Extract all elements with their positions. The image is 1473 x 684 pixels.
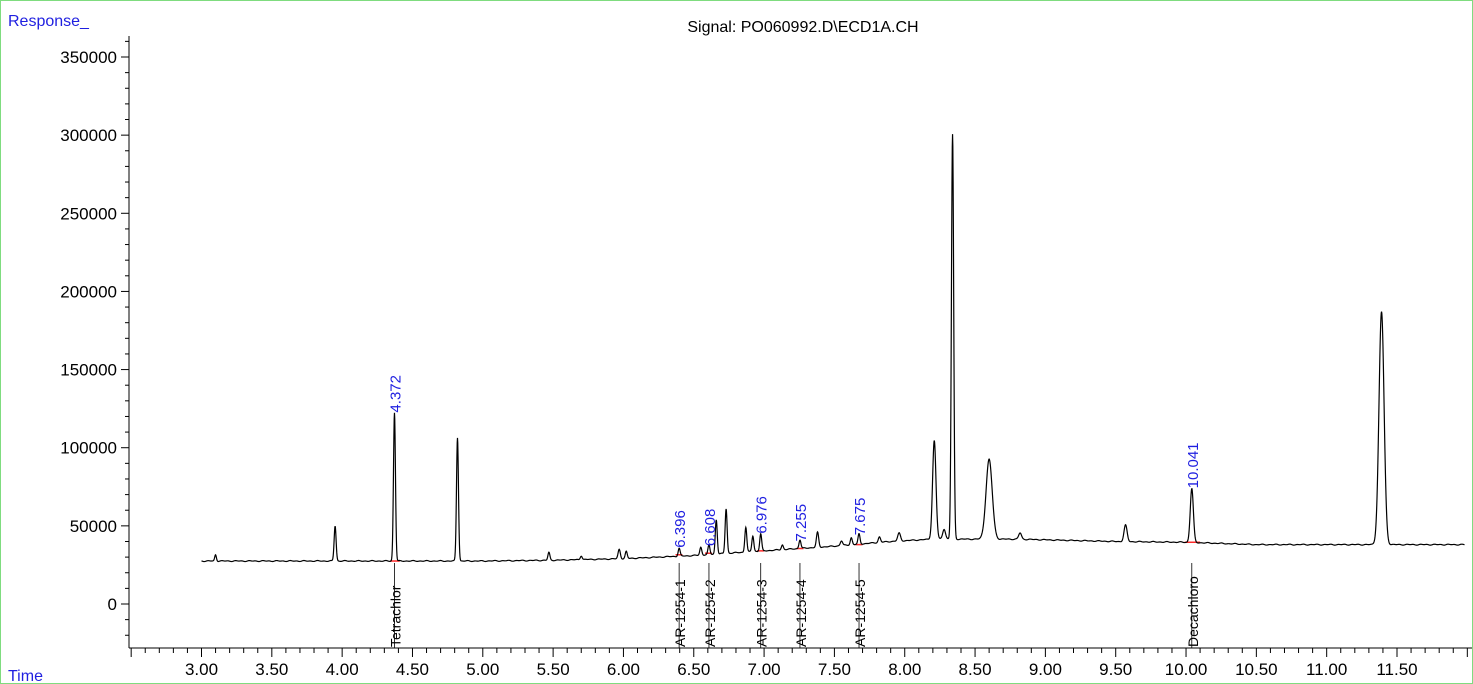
compound-label: AR-1254-4 [793,579,809,647]
signal-trace [201,134,1465,563]
x-tick-label: 9.50 [1099,660,1132,679]
x-tick-label: 3.50 [255,660,288,679]
x-tick-label: 11.50 [1376,660,1417,679]
y-tick-label: 250000 [60,204,117,223]
y-tick-label: 350000 [60,48,117,67]
x-tick-label: 5.00 [466,660,499,679]
compound-label: Tetrachlor [387,585,403,647]
x-tick-label: 5.50 [537,660,570,679]
x-tick-label: 9.00 [1029,660,1062,679]
compound-label: AR-1254-1 [672,579,688,647]
x-tick-label: 10.50 [1235,660,1278,679]
x-tick-label: 8.00 [888,660,921,679]
x-tick-label: 11.00 [1306,660,1347,679]
y-tick-label: 200000 [60,282,117,301]
compound-labels: Tetrachlor AR-1254-1 AR-1254-2 AR-1254-3 AR-… [387,563,1201,648]
peak-rt-label: 6.608 [702,509,719,547]
x-tick-label: 6.00 [607,660,640,679]
x-tick-label: 6.50 [677,660,710,679]
x-tick-label: 10.00 [1165,660,1208,679]
chart-title: Signal: PO060992.D\ECD1A.CH [687,19,918,36]
y-tick-label: 100000 [60,439,117,458]
peak-rt-label: 10.041 [1185,442,1202,488]
y-tick-label: 300000 [60,126,117,145]
y-tick-label: 0 [108,595,117,614]
x-tick-label: 7.50 [818,660,851,679]
peak-rt-label: 6.976 [754,496,771,534]
peak-retention-labels: 4.372 6.396 6.608 6.976 7.255 7.675 10.041 [387,375,1201,548]
compound-label: Decachloro [1185,576,1201,647]
x-axis-label: Time [8,668,43,684]
y-axis-label: Response_ [8,13,90,30]
peak-rt-label: 7.675 [852,498,869,536]
x-tick-label: 4.50 [396,660,429,679]
y-tick-label: 50000 [70,517,117,536]
peak-rt-label: 6.396 [672,510,689,548]
compound-label: AR-1254-3 [754,579,770,647]
x-tick-label: 4.00 [326,660,359,679]
x-tick-label: 7.00 [748,660,781,679]
compound-label: AR-1254-5 [852,579,868,647]
peak-rt-label: 7.255 [793,504,810,542]
axes: 0 50000 100000 150000 200000 250000 300000 3500… [60,36,1472,679]
y-tick-label: 150000 [60,361,117,380]
compound-label: AR-1254-2 [702,579,718,647]
x-tick-label: 8.50 [959,660,992,679]
x-tick-label: 3.00 [185,660,218,679]
peak-rt-label: 4.372 [387,375,404,413]
